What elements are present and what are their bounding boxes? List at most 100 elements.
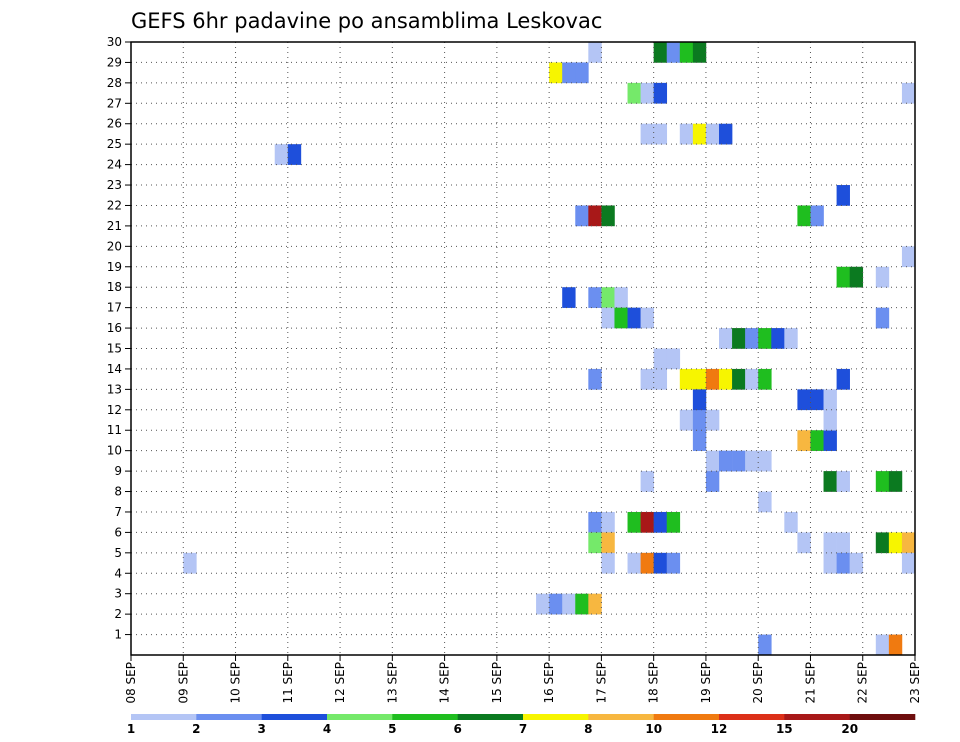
colorbar-label: 12: [711, 722, 728, 736]
x-tick-label: 17 SEP: [594, 662, 608, 704]
precip-cell: [823, 552, 837, 574]
precip-cell: [797, 532, 811, 554]
data-cells: [183, 42, 916, 656]
y-tick-label: 27: [107, 96, 122, 110]
precip-cell: [797, 430, 811, 451]
precip-cell: [601, 511, 615, 533]
precip-cell: [601, 552, 615, 574]
precip-cell: [692, 123, 707, 145]
precip-cell: [640, 552, 654, 574]
y-tick-label: 30: [107, 35, 122, 49]
colorbar: 1 2 3 4 5 6 7 8 10 12 15 20: [127, 714, 916, 736]
precip-cell: [758, 328, 772, 349]
precip-cell: [823, 532, 837, 554]
precip-cell: [745, 368, 759, 390]
precip-cell: [836, 471, 850, 492]
y-tick-label: 9: [114, 464, 122, 478]
precip-cell: [875, 634, 890, 656]
precip-cell: [888, 471, 903, 492]
precip-cell: [692, 368, 707, 390]
precip-cell: [823, 409, 837, 431]
y-tick-label: 26: [107, 117, 122, 131]
colorbar-label: 15: [776, 722, 793, 736]
precip-cell: [640, 307, 654, 329]
precip-cell: [666, 511, 681, 533]
precip-cell: [183, 552, 197, 574]
y-tick-label: 22: [107, 198, 122, 212]
precip-cell: [875, 471, 890, 492]
x-tick-label: 16 SEP: [542, 662, 556, 704]
x-tick-label: 11 SEP: [281, 662, 295, 704]
precip-cell: [627, 82, 641, 104]
precip-cell: [601, 287, 615, 308]
precip-cell: [823, 430, 837, 451]
precip-cell: [692, 389, 707, 411]
precip-cell: [901, 552, 916, 574]
colorbar-label: 8: [584, 722, 592, 736]
y-tick-label: 16: [107, 321, 122, 335]
precip-cell: [771, 328, 785, 349]
precip-cell: [588, 368, 602, 390]
precip-cell: [588, 511, 602, 533]
precip-cell: [875, 532, 890, 554]
precip-cell: [653, 42, 668, 63]
colorbar-label: 10: [645, 722, 662, 736]
precip-cell: [888, 634, 903, 656]
precip-cell: [653, 511, 668, 533]
y-tick-label: 8: [114, 485, 122, 499]
precip-cell: [588, 205, 602, 227]
precip-cell: [679, 368, 694, 390]
precip-cell: [653, 368, 668, 390]
precip-cell: [614, 307, 628, 329]
y-tick-label: 28: [107, 76, 122, 90]
precip-cell: [705, 409, 720, 431]
x-tick-label: 20 SEP: [751, 662, 765, 704]
precip-cell: [562, 287, 576, 308]
precip-cell: [719, 450, 733, 472]
colorbar-swatch: [261, 714, 328, 720]
precip-cell: [588, 593, 602, 615]
y-tick-label: 6: [114, 525, 122, 539]
precip-cell: [601, 205, 615, 227]
colorbar-label: 5: [388, 722, 396, 736]
colorbar-swatch: [327, 714, 393, 720]
y-tick-label: 5: [114, 546, 122, 560]
precip-cell: [745, 328, 759, 349]
precip-cell: [849, 266, 864, 288]
y-tick-label: 3: [114, 587, 122, 601]
precip-cell: [797, 389, 811, 411]
y-tick-label: 17: [107, 301, 122, 315]
precip-cell: [797, 205, 811, 227]
precip-cell: [692, 409, 707, 431]
precip-cell: [653, 552, 668, 574]
x-tick-label: 21 SEP: [804, 662, 818, 704]
precip-cell: [287, 144, 302, 165]
precip-cell: [784, 511, 798, 533]
x-tick-label: 14 SEP: [438, 662, 452, 704]
precip-cell: [627, 511, 641, 533]
precip-cell: [549, 593, 563, 615]
precip-cell: [732, 368, 746, 390]
precip-cell: [823, 389, 837, 411]
precip-cell: [705, 368, 720, 390]
precip-cell: [836, 552, 850, 574]
precip-cell: [614, 287, 628, 308]
precip-cell: [640, 123, 654, 145]
y-tick-label: 20: [107, 239, 122, 253]
precip-cell: [810, 430, 824, 451]
precip-cell: [588, 532, 602, 554]
colorbar-label: 4: [323, 722, 331, 736]
y-tick-label: 10: [107, 444, 122, 458]
precip-cell: [575, 205, 589, 227]
precip-cell: [575, 62, 589, 84]
precip-cell: [836, 532, 850, 554]
x-axis: 08 SEP 09 SEP 10 SEP 11 SEP 12 SEP 13 SEP 14 S…: [124, 655, 922, 704]
precip-cell: [705, 471, 720, 492]
x-tick-label: 13 SEP: [385, 662, 399, 704]
precip-cell: [849, 552, 864, 574]
y-tick-label: 1: [114, 628, 122, 642]
precip-cell: [653, 82, 668, 104]
colorbar-swatch: [719, 714, 785, 720]
precip-cell: [653, 123, 668, 145]
precip-cell: [562, 593, 576, 615]
